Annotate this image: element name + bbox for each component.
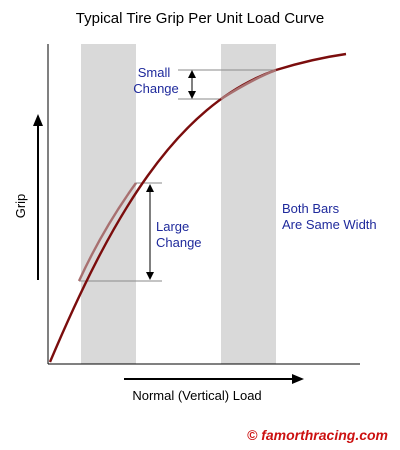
diagram-title: Typical Tire Grip Per Unit Load Curve [76, 10, 324, 27]
grip-curve-highlight-right [220, 68, 277, 101]
large-change-arrow-up-head [146, 184, 154, 192]
grip-curve-highlight-left [77, 182, 137, 282]
right-load-bar [221, 44, 276, 364]
x-axis-label: Normal (Vertical) Load [132, 388, 261, 403]
large-change-label-line1: Large [156, 219, 189, 234]
y-axis-label: Grip [13, 194, 28, 219]
grip-curve [48, 52, 347, 363]
large-change-arrow-down-head [146, 272, 154, 280]
small-change-label-line1: Small [138, 65, 171, 80]
y-axis-arrow-head [33, 114, 43, 126]
small-change-arrow-down-head [188, 91, 196, 99]
copyright-text: © famorthracing.com [247, 427, 388, 443]
left-load-bar [81, 44, 136, 364]
small-change-arrow-up-head [188, 70, 196, 78]
large-change-label-line2: Change [156, 235, 202, 250]
small-change-label-line2: Change [133, 81, 179, 96]
bars-note-line1: Both Bars [282, 201, 340, 216]
bars-note-line2: Are Same Width [282, 217, 377, 232]
x-axis-arrow-head [292, 374, 304, 384]
